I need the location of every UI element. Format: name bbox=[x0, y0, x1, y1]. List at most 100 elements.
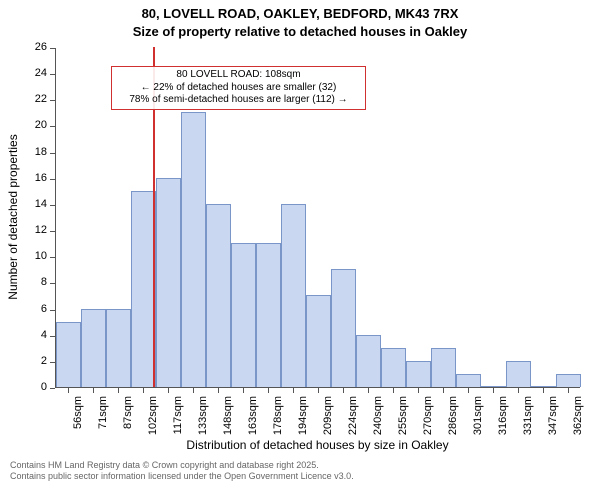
y-tick-label: 26 bbox=[0, 41, 47, 53]
y-tick-mark bbox=[50, 126, 55, 127]
attribution-text: Contains HM Land Registry data © Crown c… bbox=[10, 460, 354, 483]
histogram-bar bbox=[406, 361, 431, 387]
histogram-bar bbox=[56, 322, 81, 387]
y-tick-label: 2 bbox=[0, 355, 47, 367]
histogram-bar bbox=[481, 386, 506, 387]
histogram-bar bbox=[181, 112, 206, 387]
x-tick-mark bbox=[143, 388, 144, 393]
x-tick-mark bbox=[268, 388, 269, 393]
histogram-bar bbox=[456, 374, 481, 387]
y-tick-mark bbox=[50, 205, 55, 206]
x-axis-label: Distribution of detached houses by size … bbox=[55, 438, 580, 452]
x-tick-mark bbox=[443, 388, 444, 393]
y-tick-mark bbox=[50, 310, 55, 311]
histogram-bar bbox=[331, 269, 356, 387]
plot-area: 80 LOVELL ROAD: 108sqm← 22% of detached … bbox=[55, 48, 580, 388]
x-tick-mark bbox=[343, 388, 344, 393]
x-tick-mark bbox=[118, 388, 119, 393]
x-tick-label: 117sqm bbox=[172, 396, 184, 440]
x-tick-label: 362sqm bbox=[572, 396, 584, 440]
histogram-bar bbox=[381, 348, 406, 387]
x-tick-label: 71sqm bbox=[97, 396, 109, 440]
attribution-line2: Contains public sector information licen… bbox=[10, 471, 354, 482]
x-tick-mark bbox=[318, 388, 319, 393]
y-tick-label: 14 bbox=[0, 198, 47, 210]
y-tick-label: 8 bbox=[0, 276, 47, 288]
x-tick-mark bbox=[568, 388, 569, 393]
x-tick-label: 56sqm bbox=[72, 396, 84, 440]
x-tick-label: 270sqm bbox=[422, 396, 434, 440]
annotation-line2: ← 22% of detached houses are smaller (32… bbox=[118, 82, 359, 95]
y-tick-mark bbox=[50, 336, 55, 337]
y-tick-label: 10 bbox=[0, 250, 47, 262]
annotation-line1: 80 LOVELL ROAD: 108sqm bbox=[118, 69, 359, 82]
y-tick-label: 18 bbox=[0, 146, 47, 158]
x-tick-mark bbox=[218, 388, 219, 393]
x-tick-label: 178sqm bbox=[272, 396, 284, 440]
x-tick-label: 301sqm bbox=[472, 396, 484, 440]
y-tick-mark bbox=[50, 100, 55, 101]
y-tick-mark bbox=[50, 257, 55, 258]
y-tick-mark bbox=[50, 153, 55, 154]
x-tick-label: 163sqm bbox=[247, 396, 259, 440]
histogram-bar bbox=[356, 335, 381, 387]
x-tick-mark bbox=[518, 388, 519, 393]
y-tick-label: 12 bbox=[0, 224, 47, 236]
x-tick-mark bbox=[393, 388, 394, 393]
y-tick-label: 16 bbox=[0, 172, 47, 184]
x-tick-label: 133sqm bbox=[197, 396, 209, 440]
histogram-bar bbox=[306, 295, 331, 387]
x-tick-label: 255sqm bbox=[397, 396, 409, 440]
histogram-bar bbox=[231, 243, 256, 387]
x-tick-label: 194sqm bbox=[297, 396, 309, 440]
y-tick-label: 6 bbox=[0, 303, 47, 315]
histogram-bar bbox=[531, 386, 556, 387]
y-tick-mark bbox=[50, 231, 55, 232]
y-tick-label: 0 bbox=[0, 381, 47, 393]
histogram-bar bbox=[206, 204, 231, 387]
x-tick-label: 347sqm bbox=[547, 396, 559, 440]
x-tick-label: 209sqm bbox=[322, 396, 334, 440]
x-tick-mark bbox=[543, 388, 544, 393]
annotation-box: 80 LOVELL ROAD: 108sqm← 22% of detached … bbox=[111, 66, 366, 110]
x-tick-label: 240sqm bbox=[372, 396, 384, 440]
x-tick-mark bbox=[243, 388, 244, 393]
chart-title-line1: 80, LOVELL ROAD, OAKLEY, BEDFORD, MK43 7… bbox=[0, 6, 600, 21]
y-tick-mark bbox=[50, 388, 55, 389]
histogram-bar bbox=[506, 361, 531, 387]
x-tick-mark bbox=[168, 388, 169, 393]
y-tick-mark bbox=[50, 74, 55, 75]
x-tick-label: 102sqm bbox=[147, 396, 159, 440]
histogram-bar bbox=[256, 243, 281, 387]
histogram-bar bbox=[281, 204, 306, 387]
histogram-bar bbox=[106, 309, 131, 387]
y-tick-mark bbox=[50, 362, 55, 363]
histogram-bar bbox=[131, 191, 156, 387]
x-tick-mark bbox=[68, 388, 69, 393]
x-tick-mark bbox=[418, 388, 419, 393]
x-tick-label: 331sqm bbox=[522, 396, 534, 440]
annotation-line3: 78% of semi-detached houses are larger (… bbox=[118, 94, 359, 107]
x-tick-mark bbox=[368, 388, 369, 393]
histogram-bar bbox=[431, 348, 456, 387]
x-tick-label: 316sqm bbox=[497, 396, 509, 440]
histogram-bar bbox=[81, 309, 106, 387]
y-tick-mark bbox=[50, 48, 55, 49]
x-tick-mark bbox=[193, 388, 194, 393]
y-tick-label: 20 bbox=[0, 119, 47, 131]
histogram-chart: 80, LOVELL ROAD, OAKLEY, BEDFORD, MK43 7… bbox=[0, 0, 600, 500]
x-tick-mark bbox=[293, 388, 294, 393]
x-tick-mark bbox=[468, 388, 469, 393]
x-tick-label: 224sqm bbox=[347, 396, 359, 440]
chart-title-line2: Size of property relative to detached ho… bbox=[0, 24, 600, 39]
attribution-line1: Contains HM Land Registry data © Crown c… bbox=[10, 460, 354, 471]
y-tick-label: 4 bbox=[0, 329, 47, 341]
histogram-bar bbox=[156, 178, 181, 387]
y-tick-mark bbox=[50, 283, 55, 284]
x-tick-label: 148sqm bbox=[222, 396, 234, 440]
x-tick-mark bbox=[493, 388, 494, 393]
y-tick-mark bbox=[50, 179, 55, 180]
x-tick-label: 87sqm bbox=[122, 396, 134, 440]
histogram-bar bbox=[556, 374, 581, 387]
x-tick-mark bbox=[93, 388, 94, 393]
